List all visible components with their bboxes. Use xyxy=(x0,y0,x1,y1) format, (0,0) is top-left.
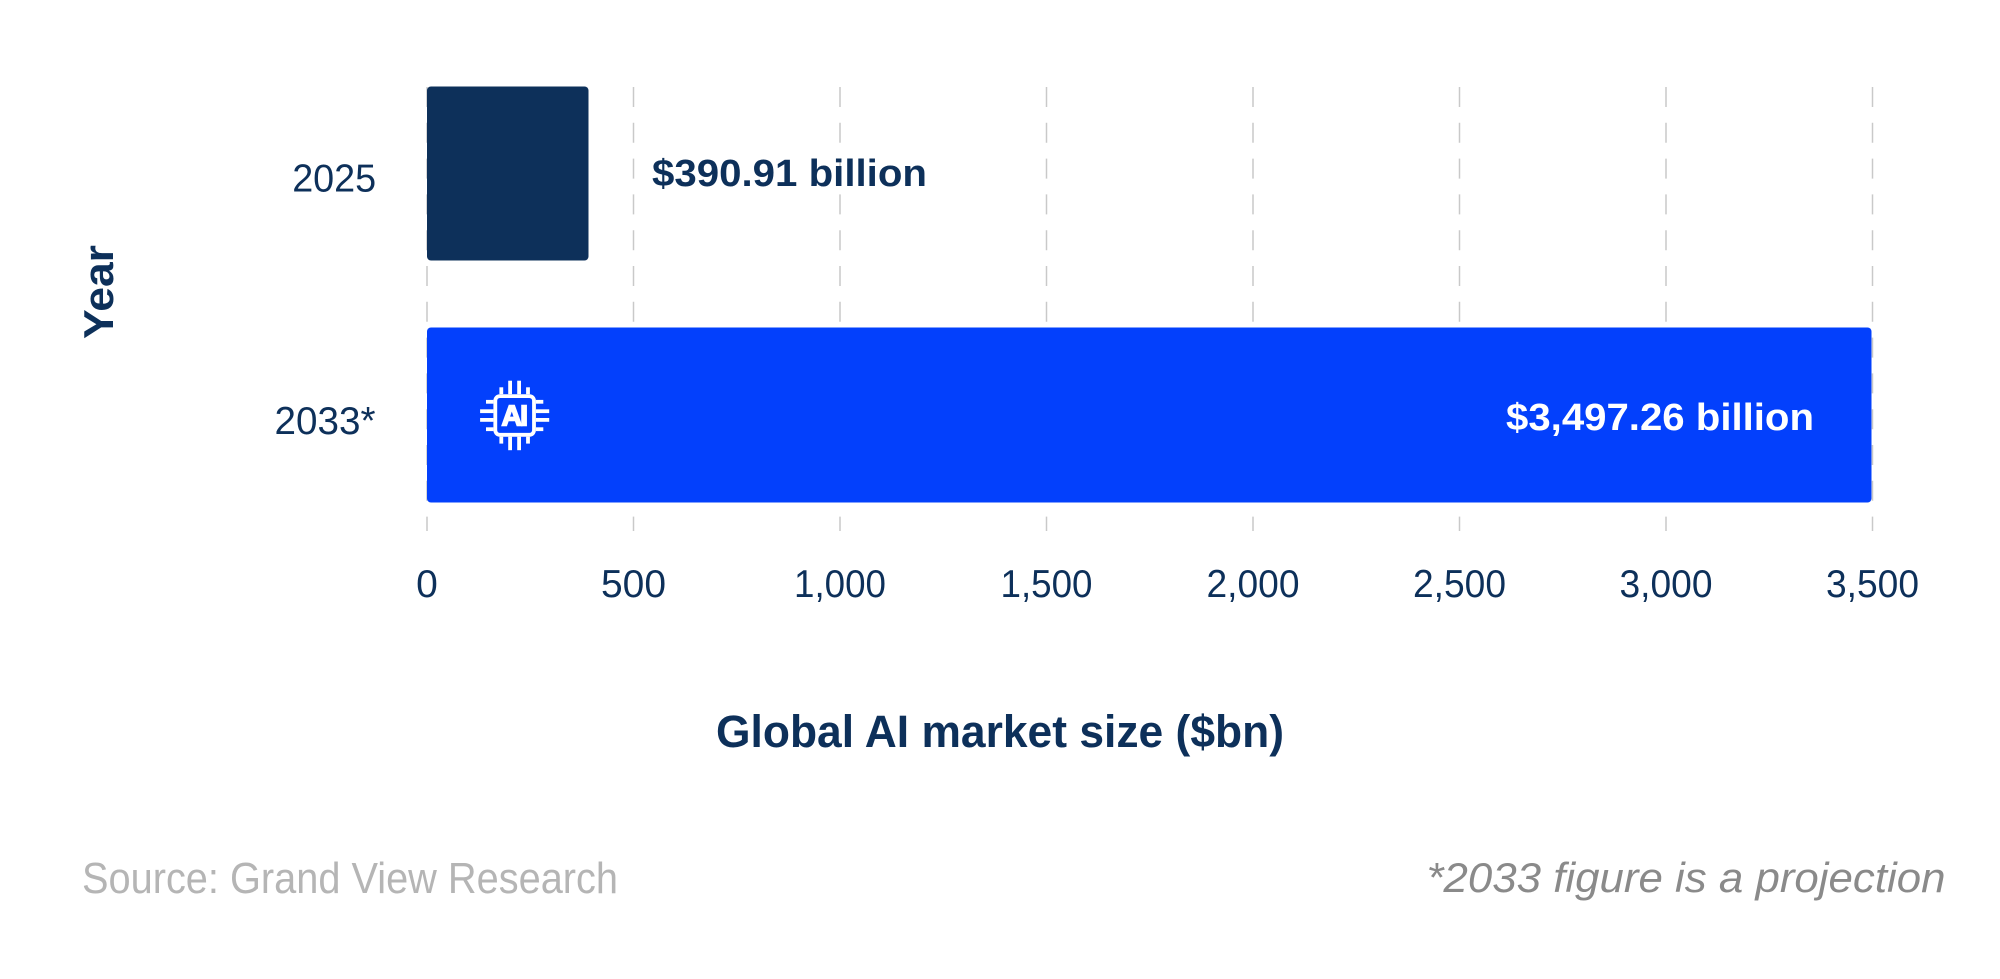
svg-text:2,500: 2,500 xyxy=(1413,563,1506,606)
svg-text:1,500: 1,500 xyxy=(1001,563,1093,606)
svg-text:AI: AI xyxy=(502,401,528,433)
svg-text:1,000: 1,000 xyxy=(794,563,886,606)
svg-text:*2033 figure is a projection: *2033 figure is a projection xyxy=(1427,854,1946,901)
svg-text:3,000: 3,000 xyxy=(1620,563,1713,606)
svg-text:Global AI market size ($bn): Global AI market size ($bn) xyxy=(716,706,1284,757)
svg-text:$3,497.26 billion: $3,497.26 billion xyxy=(1506,397,1814,439)
svg-text:0: 0 xyxy=(416,563,438,606)
svg-text:Year: Year xyxy=(75,245,122,339)
svg-text:Source: Grand View Research: Source: Grand View Research xyxy=(82,855,618,903)
svg-text:$390.91 billion: $390.91 billion xyxy=(652,153,927,195)
svg-text:2,000: 2,000 xyxy=(1207,563,1300,606)
svg-text:2025: 2025 xyxy=(292,158,376,201)
svg-text:2033*: 2033* xyxy=(275,400,376,443)
svg-text:500: 500 xyxy=(601,563,666,606)
svg-text:3,500: 3,500 xyxy=(1826,563,1919,606)
